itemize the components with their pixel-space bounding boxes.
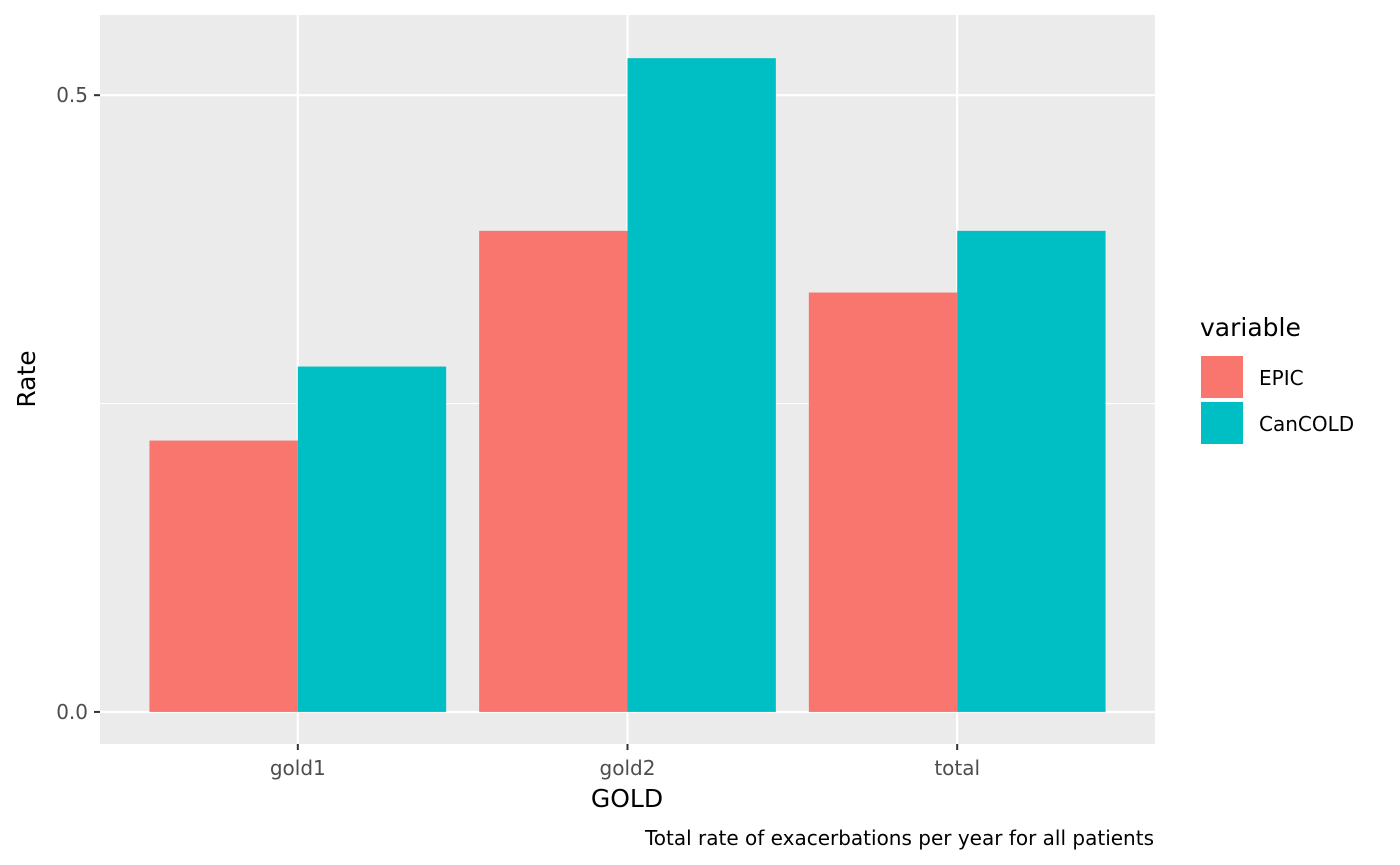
bar-cancold-total	[957, 230, 1106, 712]
x-tick-label: total	[934, 756, 980, 780]
y-tick-label: 0.5	[56, 83, 88, 107]
legend-title: variable	[1200, 313, 1301, 342]
bar-cancold-gold2	[627, 58, 776, 712]
chart-caption: Total rate of exacerbations per year for…	[644, 826, 1154, 850]
bar-epic-gold1	[149, 440, 298, 712]
x-axis: gold1 gold2 total	[270, 744, 980, 780]
y-tick-label: 0.0	[56, 700, 88, 724]
x-tick-label: gold2	[600, 756, 656, 780]
legend-label-epic: EPIC	[1259, 366, 1304, 390]
legend: variable EPIC CanCOLD	[1199, 313, 1354, 446]
x-tick-label: gold1	[270, 756, 326, 780]
legend-key-cancold	[1199, 400, 1245, 446]
bar-epic-total	[808, 292, 958, 712]
y-axis-title: Rate	[12, 350, 41, 407]
legend-key-epic	[1199, 354, 1245, 400]
x-axis-title: GOLD	[591, 784, 663, 813]
y-axis: 0.0 0.5	[56, 83, 100, 724]
bar-cancold-gold1	[297, 366, 447, 712]
bar-epic-gold2	[479, 230, 628, 712]
bars	[149, 58, 1106, 712]
legend-label-cancold: CanCOLD	[1259, 412, 1354, 436]
